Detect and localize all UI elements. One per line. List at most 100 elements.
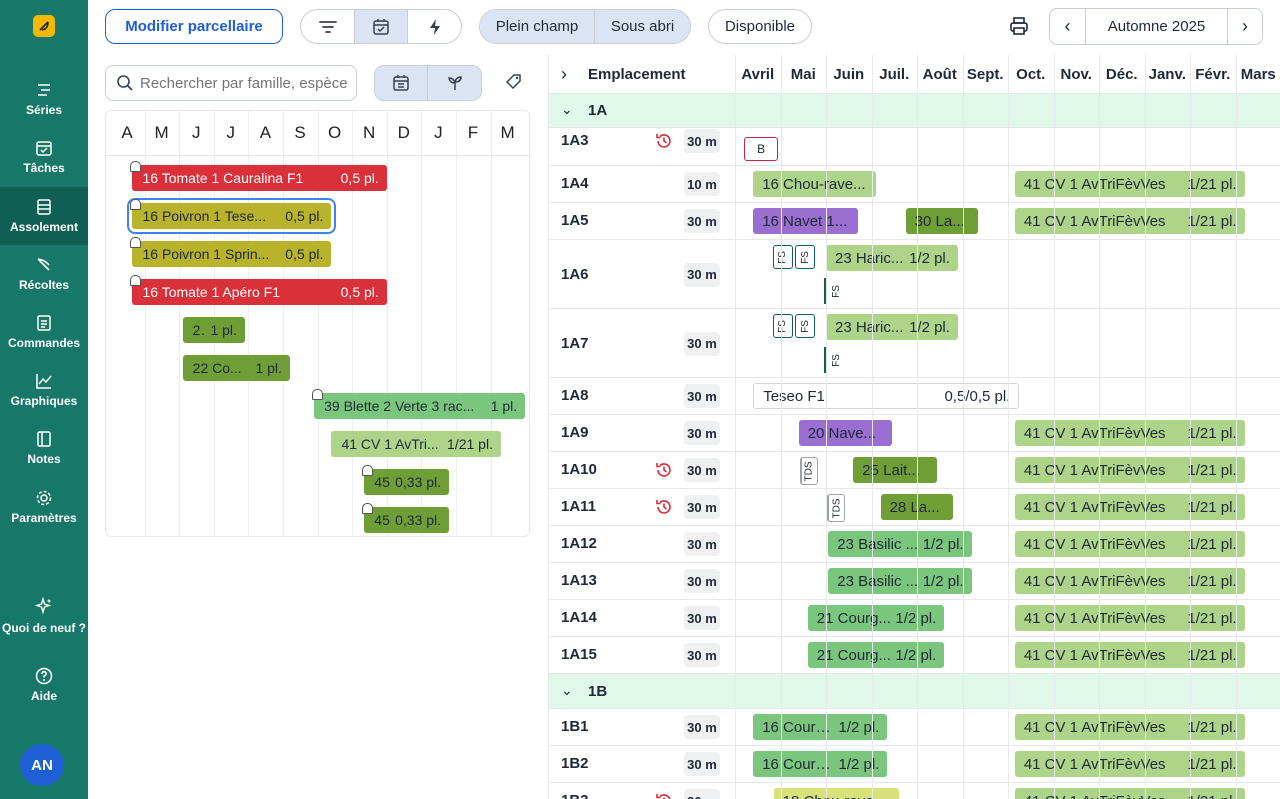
task-marker[interactable]: FS bbox=[795, 245, 816, 269]
crop-bar[interactable]: 28 La... bbox=[880, 494, 954, 520]
next-season-button[interactable]: › bbox=[1228, 9, 1262, 44]
search-icon bbox=[117, 75, 133, 91]
sidebar-item-graphiques[interactable]: Graphiques bbox=[0, 361, 88, 419]
location-label[interactable]: 1B2 bbox=[561, 755, 589, 772]
plant-bar[interactable]: 39 Blette 2 Verte 3 rac... 1 pl. bbox=[314, 393, 526, 419]
location-label[interactable]: 1A14 bbox=[561, 609, 597, 626]
sidebar-item-commandes[interactable]: Commandes bbox=[0, 303, 88, 361]
whats-new-button[interactable]: Quoi de neuf ? bbox=[0, 586, 88, 648]
app-logo[interactable] bbox=[33, 15, 55, 37]
plant-bar[interactable]: 221 pl. bbox=[182, 317, 245, 343]
search-input[interactable] bbox=[140, 74, 350, 92]
crop-bar[interactable]: 25 Lait... bbox=[853, 457, 938, 483]
location-label[interactable]: 1A8 bbox=[561, 387, 589, 404]
task-marker[interactable]: TDS bbox=[827, 494, 846, 522]
plant-bar[interactable]: 22 Co... 1 pl. bbox=[182, 355, 290, 381]
task-marker[interactable]: FS bbox=[772, 245, 793, 269]
sidebar-item-notes[interactable]: Notes bbox=[0, 419, 88, 477]
location-group-header[interactable]: ⌄ 1A bbox=[549, 93, 1280, 128]
expand-all-button[interactable]: › bbox=[561, 65, 575, 83]
location-label[interactable]: 1A5 bbox=[561, 212, 589, 229]
plant-bar[interactable]: 16 Poivron 1 Sprin... 0,5 pl. bbox=[132, 241, 332, 267]
plants-view-button[interactable] bbox=[428, 66, 481, 100]
quick-actions-button[interactable] bbox=[408, 10, 461, 43]
crop-bar[interactable]: 16 Chou-rave... bbox=[753, 171, 877, 197]
plant-bar[interactable]: 45 0,33 pl. bbox=[364, 469, 450, 495]
crop-bar[interactable]: 16 Courg... 1/2 pl. bbox=[753, 751, 888, 777]
location-label[interactable]: 1A6 bbox=[561, 265, 589, 283]
history-icon[interactable] bbox=[654, 791, 674, 799]
task-marker[interactable]: TDS bbox=[799, 457, 818, 485]
location-label[interactable]: 1A9 bbox=[561, 424, 589, 441]
filters-button[interactable] bbox=[301, 10, 355, 43]
task-marker[interactable]: FS bbox=[795, 314, 816, 338]
disponible-toggle[interactable]: Disponible bbox=[724, 18, 796, 35]
location-label[interactable]: 1A4 bbox=[561, 175, 589, 192]
location-label[interactable]: 1B1 bbox=[561, 718, 589, 735]
history-icon[interactable] bbox=[654, 131, 674, 151]
sidebar-item-rcoltes[interactable]: Récoltes bbox=[0, 245, 88, 303]
plant-bar[interactable]: 16 Poivron 1 Tese... 0,5 pl. bbox=[127, 198, 337, 234]
bed-marker[interactable]: B bbox=[744, 137, 779, 161]
crop-bar[interactable]: 18 Chou-rave bbox=[773, 788, 899, 799]
crop-bar-quantity: 1/21 pl. bbox=[1187, 498, 1237, 516]
sidebar-item-assolement[interactable]: Assolement bbox=[0, 187, 88, 245]
sous-abri-toggle[interactable]: Sous abri bbox=[595, 10, 690, 43]
crop-bar[interactable]: 23 Basilic ... 1/2 pl. bbox=[828, 531, 972, 557]
crop-bar[interactable]: 20 Nave... bbox=[798, 420, 892, 446]
plant-bar[interactable]: 41 CV 1 AvTri... 1/21 pl. bbox=[331, 431, 501, 457]
crop-bar[interactable]: 16 Courg... 1/2 pl. bbox=[753, 714, 888, 740]
history-icon[interactable] bbox=[654, 497, 674, 517]
crop-bar-outline[interactable]: Teseo F1 0,5/0,5 pl. bbox=[753, 383, 1020, 409]
crop-bar[interactable]: 21 Courg... 1/2 pl. bbox=[807, 605, 945, 631]
print-button[interactable] bbox=[1008, 15, 1030, 37]
plein-champ-toggle[interactable]: Plein champ bbox=[480, 10, 595, 43]
sidebar-item-tches[interactable]: Tâches bbox=[0, 128, 88, 186]
calendar-button[interactable] bbox=[355, 10, 408, 43]
task-marker[interactable]: FS bbox=[772, 314, 793, 338]
plant-bar[interactable]: 16 Tomate 1 Apéro F1 0,5 pl. bbox=[132, 279, 387, 305]
location-label[interactable]: 1A11 bbox=[561, 498, 597, 515]
location-row: 1B3 30 m 18 Chou-rave 41 CV 1 AvTriFèvVes1/… bbox=[549, 783, 1280, 799]
location-label[interactable]: 1A13 bbox=[561, 572, 597, 589]
sidebar-item-paramtres[interactable]: Paramètres bbox=[0, 478, 88, 536]
planning-view-button[interactable] bbox=[375, 66, 428, 100]
location-group-header[interactable]: ⌄ 1B bbox=[549, 674, 1280, 709]
edit-plots-button[interactable]: Modifier parcellaire bbox=[105, 9, 283, 44]
prev-season-button[interactable]: ‹ bbox=[1050, 9, 1086, 44]
crop-bar[interactable]: 23 Haric... 1/2 pl. bbox=[826, 314, 958, 340]
crop-bar[interactable]: 16 Navet 1... bbox=[753, 208, 858, 234]
crop-bar[interactable]: 21 Courg... 1/2 pl. bbox=[807, 642, 945, 668]
location-label[interactable]: 1A10 bbox=[561, 461, 597, 478]
location-label[interactable]: 1A3 bbox=[561, 132, 589, 149]
location-label[interactable]: 1A15 bbox=[561, 646, 597, 663]
sidebar-item-label: Séries bbox=[25, 103, 63, 117]
crop-bar[interactable]: 23 Basilic ... 1/2 pl. bbox=[828, 568, 972, 594]
location-label[interactable]: 1A7 bbox=[561, 334, 589, 352]
task-marker[interactable]: FS bbox=[826, 278, 846, 304]
help-button[interactable]: Aide bbox=[0, 662, 88, 708]
avatar[interactable]: AN bbox=[20, 744, 64, 786]
crop-bar[interactable]: 23 Haric... 1/2 pl. bbox=[826, 245, 958, 271]
task-marker[interactable]: FS bbox=[826, 347, 846, 373]
sidebar-item-sries[interactable]: Séries bbox=[0, 70, 88, 128]
tag-button[interactable] bbox=[505, 73, 525, 93]
history-icon[interactable] bbox=[654, 460, 674, 480]
plant-bar[interactable]: 45 0,33 pl. bbox=[364, 507, 450, 533]
location-row: 1A15 30 m 21 Courg... 1/2 pl. 41 CV 1 AvTriF… bbox=[549, 637, 1280, 674]
location-label[interactable]: 1A12 bbox=[561, 535, 597, 552]
plant-bar[interactable]: 16 Tomate 1 Cauralina F1 0,5 pl. bbox=[132, 165, 387, 191]
location-label[interactable]: 1B3 bbox=[561, 792, 589, 799]
